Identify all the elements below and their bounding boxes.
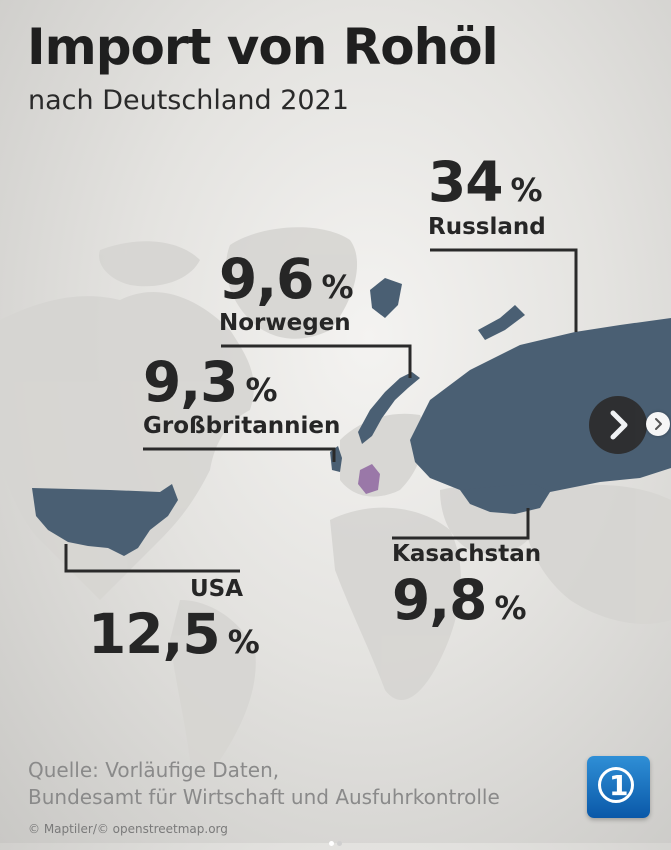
kasachstan-value: 9,8 [392,568,487,632]
landmass-africa [330,507,461,700]
leader-line-kasachstan [392,508,530,540]
next-slide-small-button[interactable] [646,412,670,436]
carousel-dot-active[interactable] [329,841,334,846]
country-russia [410,318,671,498]
source-line-1: Quelle: Vorläufige Daten, [28,758,280,782]
grossbritannien-percentage: 9,3% [143,350,278,414]
norwegen-percentage: 9,6% [219,247,354,311]
logo-one-glyph: 1 [609,769,629,802]
landmass-greenland [226,227,358,339]
leader-line-norwegen [221,344,412,378]
usa-value: 12,5 [88,602,221,666]
grossbritannien-label: Großbritannien [143,413,341,439]
leader-line-usa [64,544,240,573]
russland-label: Russland [428,214,546,240]
grossbritannien-unit: % [245,371,278,409]
norwegen-label: Norwegen [219,310,351,336]
russland-value: 34 [428,150,504,214]
usa-percentage: 12,5% [88,602,260,666]
grossbritannien-value: 9,3 [143,350,238,414]
kasachstan-label: Kasachstan [392,541,542,567]
chevron-right-icon [610,410,628,440]
carousel-dots [329,831,345,850]
chevron-right-small-icon [655,418,662,430]
russland-percentage: 34% [428,150,543,214]
leader-line-russland [430,248,578,332]
country-svalbard [370,278,402,318]
source-line-2: Bundesamt für Wirtschaft und Ausfuhrkont… [28,785,500,809]
logo-ring [598,767,634,803]
usa-label: USA [190,576,244,602]
landmass-asia-south [520,485,671,624]
page-title: Import von Rohöl [27,18,499,76]
norwegen-unit: % [321,268,354,306]
page-subtitle: nach Deutschland 2021 [28,85,349,116]
landmass-canada-islands [99,241,200,287]
norwegen-value: 9,6 [219,247,314,311]
landmass-europe [340,413,424,497]
kasachstan-unit: % [494,589,527,627]
next-slide-button[interactable] [589,396,647,454]
country-germany [358,464,380,494]
carousel-dot[interactable] [337,841,342,846]
leader-line-grossbritannien [143,447,336,462]
kasachstan-percentage: 9,8% [392,568,527,632]
source-note: Quelle: Vorläufige Daten, Bundesamt für … [28,757,500,811]
country-usa [32,484,178,556]
country-kazakhstan [460,484,550,514]
tagesschau-logo: 1 [587,756,650,818]
landmass-south-america [170,600,256,775]
map-credit: © Maptiler/© openstreetmap.org [28,822,228,836]
russland-unit: % [510,171,543,209]
usa-unit: % [227,623,260,661]
country-norway [358,372,420,444]
country-russia-north-island [478,305,525,340]
